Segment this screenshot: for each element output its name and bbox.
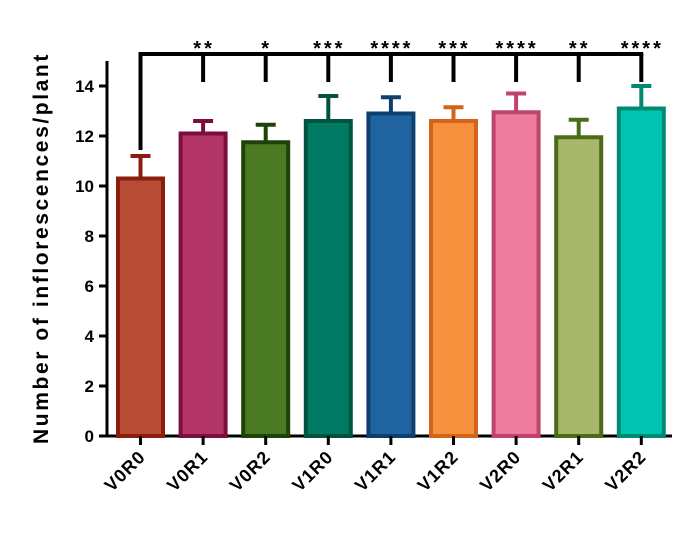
significance-label: ** [569,38,591,60]
bar-v1r2 [429,119,478,438]
bar-v2r2 [616,106,666,438]
y-tick-label: 2 [85,377,94,396]
significance-label: *** [438,38,470,60]
x-tick-label: V0R2 [226,447,275,496]
x-tick-label: V2R0 [476,447,525,496]
significance-label: **** [496,38,539,60]
bar-v2r0 [491,110,541,438]
significance-label: ** [193,38,215,60]
significance-label: **** [621,38,664,60]
bar-v1r0 [303,119,353,438]
bar-v1r1 [366,111,416,438]
x-tick-label: V2R1 [539,447,588,496]
y-tick-label: 10 [75,177,94,196]
x-tick-label: V1R1 [351,447,400,496]
y-tick-label: 8 [85,227,94,246]
x-tick-label: V0R1 [163,447,212,496]
significance-label: **** [370,38,413,60]
y-tick-label: 6 [85,277,94,296]
x-tick-label: V0R0 [101,447,150,496]
x-tick-label: V2R2 [601,447,650,496]
bar-v0r0 [116,176,165,438]
bar-v0r1 [178,131,228,438]
y-tick-label: 0 [85,427,94,446]
significance-label: * [261,38,272,60]
y-axis-label: Number of inflorescences/plant [30,52,53,444]
significance-label: *** [313,38,345,60]
y-tick-label: 14 [75,77,94,96]
x-tick-label: V1R0 [288,447,337,496]
x-tick-label: V1R2 [414,447,463,496]
bar-v0r2 [241,140,291,438]
y-tick-label: 12 [75,127,94,146]
bar-v2r1 [554,135,604,438]
y-tick-label: 4 [85,327,95,346]
